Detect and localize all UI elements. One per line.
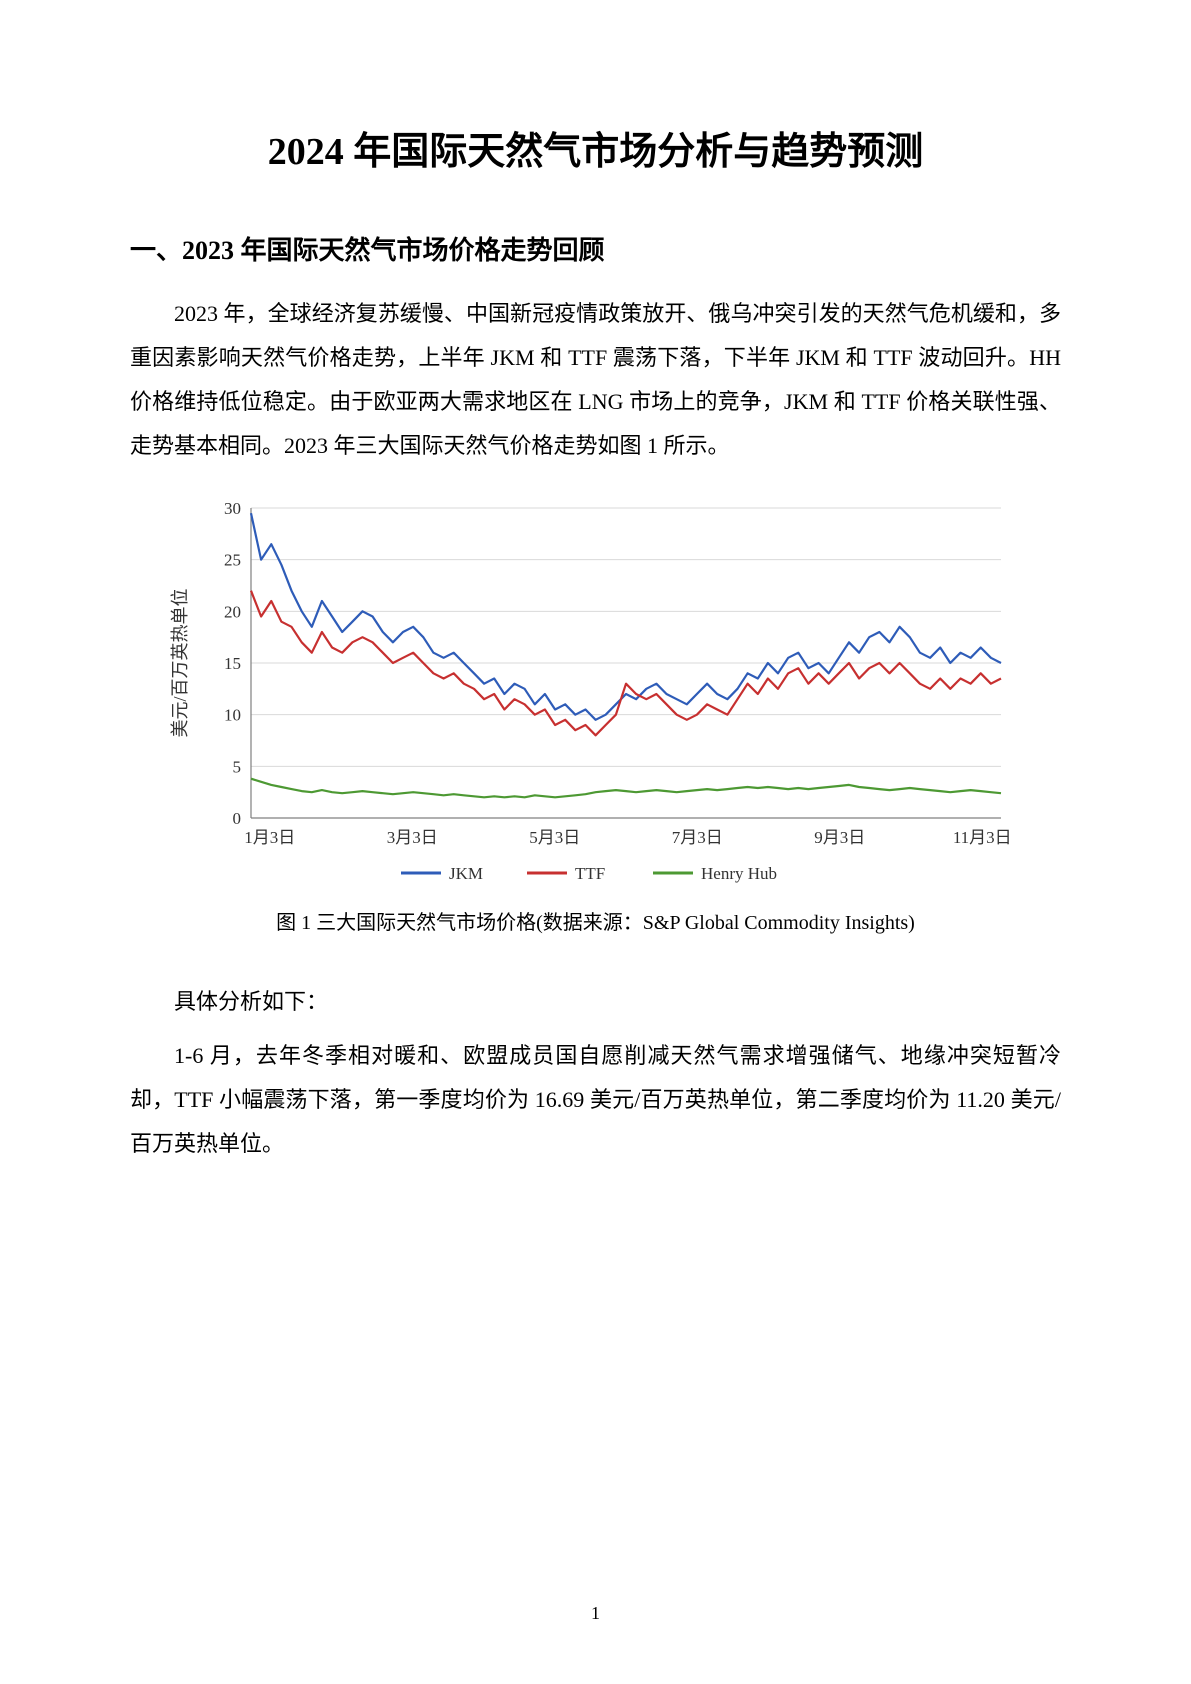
- svg-text:5: 5: [232, 757, 241, 776]
- price-line-chart: 0 5 10 15 20 25 30 1月3日 3月3日 5月3日 7月3日 9月3日 11月3日 美元/…: [161, 488, 1031, 898]
- svg-text:10: 10: [224, 706, 241, 725]
- paragraph-2: 具体分析如下：: [130, 980, 1061, 1024]
- svg-text:美元/百万英热单位: 美元/百万英热单位: [170, 588, 190, 737]
- chart-figure-1: 0 5 10 15 20 25 30 1月3日 3月3日 5月3日 7月3日 9月3日 11月3日 美元/…: [161, 488, 1031, 935]
- svg-text:11月3日: 11月3日: [952, 828, 1011, 847]
- paragraph-3: 1-6 月，去年冬季相对暖和、欧盟成员国自愿削减天然气需求增强储气、地缘冲突短暂…: [130, 1034, 1061, 1166]
- section1-heading: 一、2023 年国际天然气市场价格走势回顾: [130, 230, 1061, 267]
- svg-text:Henry Hub: Henry Hub: [701, 864, 777, 883]
- svg-text:25: 25: [224, 551, 241, 570]
- page-number: 1: [0, 1603, 1191, 1624]
- svg-text:JKM: JKM: [449, 864, 483, 883]
- svg-text:1月3日: 1月3日: [244, 828, 295, 847]
- svg-text:5月3日: 5月3日: [529, 828, 580, 847]
- svg-text:7月3日: 7月3日: [671, 828, 722, 847]
- svg-text:9月3日: 9月3日: [814, 828, 865, 847]
- svg-text:30: 30: [224, 499, 241, 518]
- svg-text:3月3日: 3月3日: [386, 828, 437, 847]
- page-title: 2024 年国际天然气市场分析与趋势预测: [130, 120, 1061, 175]
- svg-text:TTF: TTF: [575, 864, 605, 883]
- chart-caption: 图 1 三大国际天然气市场价格(数据来源：S&P Global Commodit…: [161, 906, 1031, 935]
- svg-text:0: 0: [232, 809, 241, 828]
- svg-text:15: 15: [224, 654, 241, 673]
- svg-text:20: 20: [224, 602, 241, 621]
- paragraph-1: 2023 年，全球经济复苏缓慢、中国新冠疫情政策放开、俄乌冲突引发的天然气危机缓…: [130, 292, 1061, 468]
